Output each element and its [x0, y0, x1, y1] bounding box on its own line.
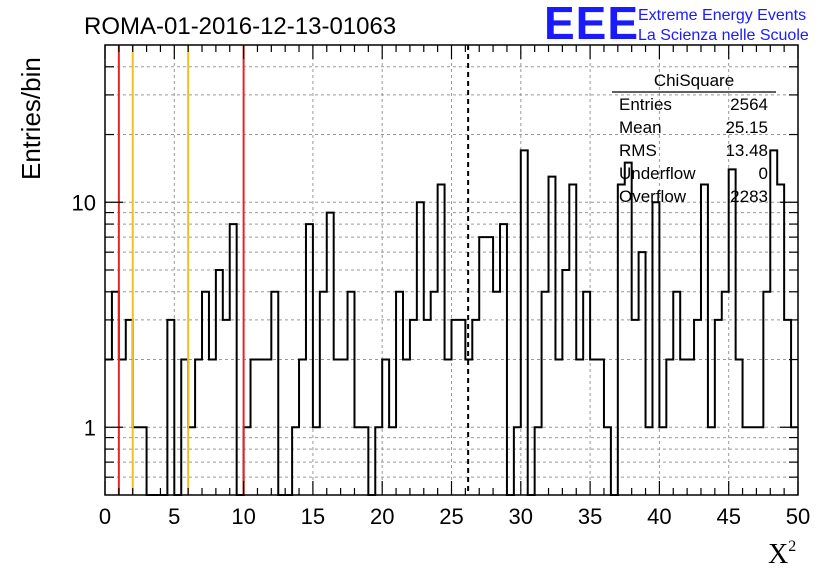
- x-tick-label: 40: [647, 504, 671, 529]
- x-tick-label: 30: [509, 504, 533, 529]
- chart-title: ROMA-01-2016-12-13-01063: [84, 13, 396, 40]
- logo-text: EEE: [544, 0, 639, 49]
- x-tick-label: 50: [786, 504, 810, 529]
- axis-ticks: [104, 45, 799, 495]
- x-tick-label: 5: [168, 504, 180, 529]
- y-tick-label: 10: [72, 190, 96, 215]
- stats-name: ChiSquare: [654, 71, 734, 90]
- stats-label: Underflow: [619, 164, 696, 183]
- x-tick-label: 0: [99, 504, 111, 529]
- stats-value: 2564: [730, 95, 768, 114]
- stats-label: Overflow: [619, 187, 687, 206]
- x-tick-label: 45: [716, 504, 740, 529]
- x-tick-label: 10: [231, 504, 255, 529]
- x-tick-label: 25: [439, 504, 463, 529]
- y-tick-labels: 1 10: [72, 190, 96, 440]
- x-axis-title-base: X: [768, 539, 788, 570]
- x-tick-label: 15: [301, 504, 325, 529]
- x-axis-title-sup: 2: [788, 538, 796, 555]
- y-tick-label: 1: [84, 415, 96, 440]
- x-tick-labels: 0 5 10 15 20 25 30 35 40 45 50: [99, 504, 810, 529]
- marker-lines: [117, 45, 470, 495]
- logo-line1: Extreme Energy Events: [638, 7, 806, 24]
- logo-line2: La Scienza nelle Scuole: [638, 27, 809, 44]
- stats-label: Entries: [619, 95, 672, 114]
- stats-value: 2283: [730, 187, 768, 206]
- stats-value: 0: [759, 164, 768, 183]
- stats-label: RMS: [619, 141, 657, 160]
- x-tick-label: 35: [578, 504, 602, 529]
- x-axis-title: X2: [768, 538, 796, 570]
- stats-value: 25.15: [725, 118, 768, 137]
- stats-value: 13.48: [725, 141, 768, 160]
- stats-label: Mean: [619, 118, 662, 137]
- x-tick-label: 20: [370, 504, 394, 529]
- histogram-line: [105, 149, 798, 496]
- y-axis-title: Entries/bin: [16, 57, 46, 180]
- stats-box: ChiSquare Entries 2564 Mean 25.15 RMS 13.48 Un…: [612, 71, 776, 206]
- eee-logo: EEE Extreme Energy Events La Scienza nel…: [544, 0, 809, 49]
